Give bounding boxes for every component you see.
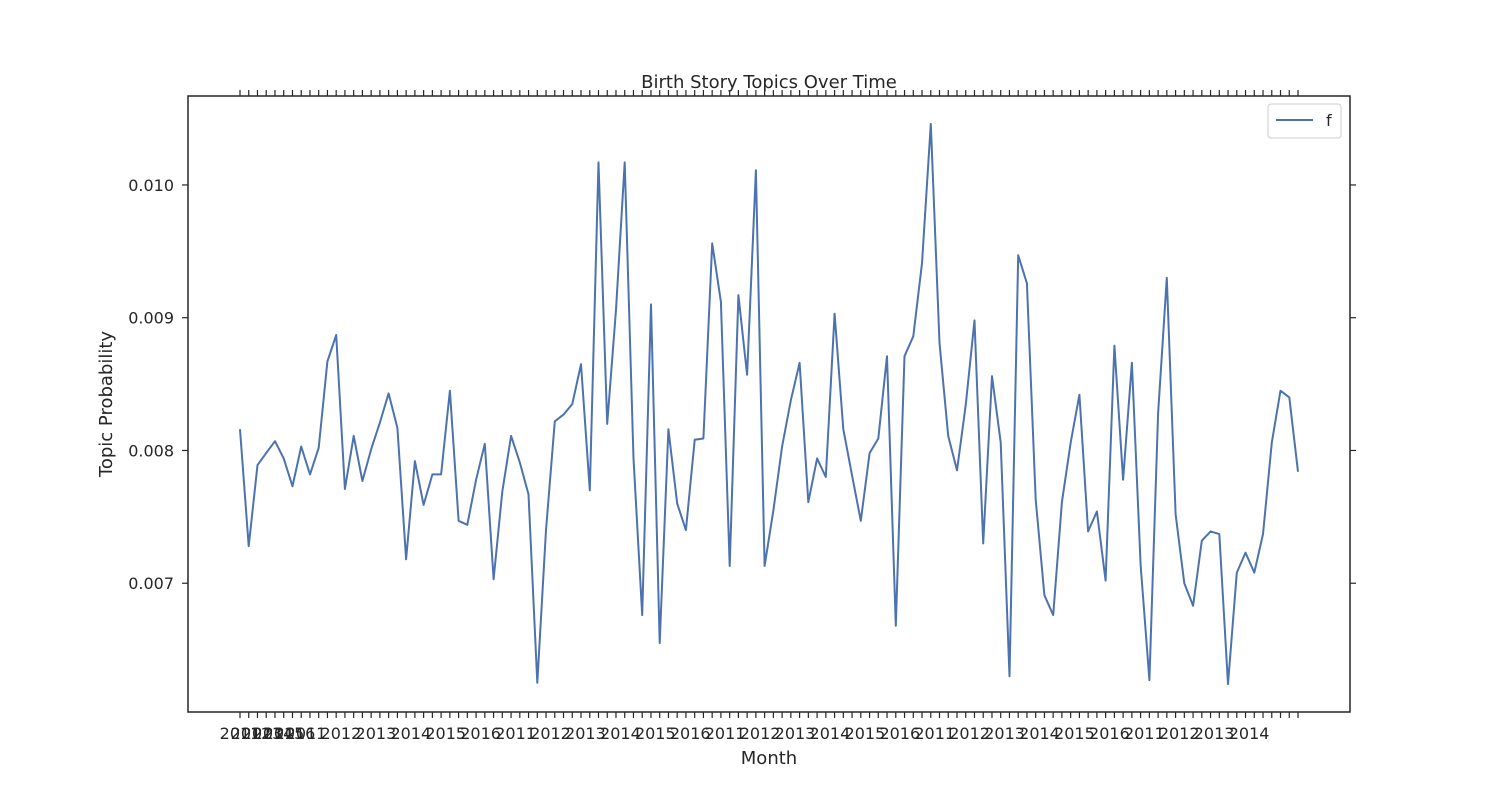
x-tick-label: 2013 (242, 724, 283, 743)
series-line-f (239, 122, 1299, 686)
y-tick-label: 0.010 (128, 176, 174, 195)
plot-frame (187, 95, 1351, 713)
x-tick-label: 2016 (879, 724, 920, 743)
x-tick-label: 2014 (600, 724, 641, 743)
x-tick-label: 2014 (390, 724, 431, 743)
x-tick-label: 2014 (253, 724, 294, 743)
x-tick-label: 2016 (460, 724, 501, 743)
x-tick-labels: 2011201220132014201520162011201220132014… (220, 724, 1270, 743)
x-tick-label: 2016 (670, 724, 711, 743)
tick-marks (182, 90, 1356, 718)
x-tick-label: 2013 (356, 724, 397, 743)
x-tick-label: 2012 (231, 724, 272, 743)
x-tick-label: 2014 (1019, 724, 1060, 743)
chart-title: Birth Story Topics Over Time (641, 72, 897, 93)
x-tick-label: 2012 (530, 724, 571, 743)
x-tick-label: 2012 (321, 724, 362, 743)
x-tick-label: 2014 (810, 724, 851, 743)
y-tick-labels: 0.007 0.008 0.009 0.010 (128, 176, 174, 593)
x-tick-label: 2015 (635, 724, 676, 743)
legend: f (1267, 103, 1342, 139)
x-tick-label: 2012 (1159, 724, 1200, 743)
x-tick-label: 2015 (845, 724, 886, 743)
x-tick-label: 2011 (1124, 724, 1165, 743)
x-tick-label: 2015 (264, 724, 305, 743)
x-tick-label: 2011 (286, 724, 327, 743)
x-tick-label: 2013 (1194, 724, 1235, 743)
x-axis-label: Month (741, 748, 797, 769)
x-tick-label: 2016 (1089, 724, 1130, 743)
x-tick-label: 2013 (775, 724, 816, 743)
x-tick-label: 2011 (495, 724, 536, 743)
x-tick-label: 2012 (740, 724, 781, 743)
x-tick-label: 2011 (220, 724, 261, 743)
legend-label: f (1326, 111, 1332, 130)
y-tick-label: 0.007 (128, 574, 174, 593)
x-tick-label: 2014 (1229, 724, 1270, 743)
x-tick-label: 2013 (984, 724, 1025, 743)
x-tick-label: 2011 (705, 724, 746, 743)
x-tick-label: 2015 (1054, 724, 1095, 743)
x-tick-label: 2015 (425, 724, 466, 743)
y-tick-label: 0.009 (128, 309, 174, 328)
x-tick-label: 2013 (565, 724, 606, 743)
y-tick-label: 0.008 (128, 441, 174, 460)
y-axis-label: Topic Probability (96, 331, 117, 478)
x-tick-label: 2011 (914, 724, 955, 743)
x-tick-label: 2012 (949, 724, 990, 743)
x-tick-label: 2016 (275, 724, 316, 743)
